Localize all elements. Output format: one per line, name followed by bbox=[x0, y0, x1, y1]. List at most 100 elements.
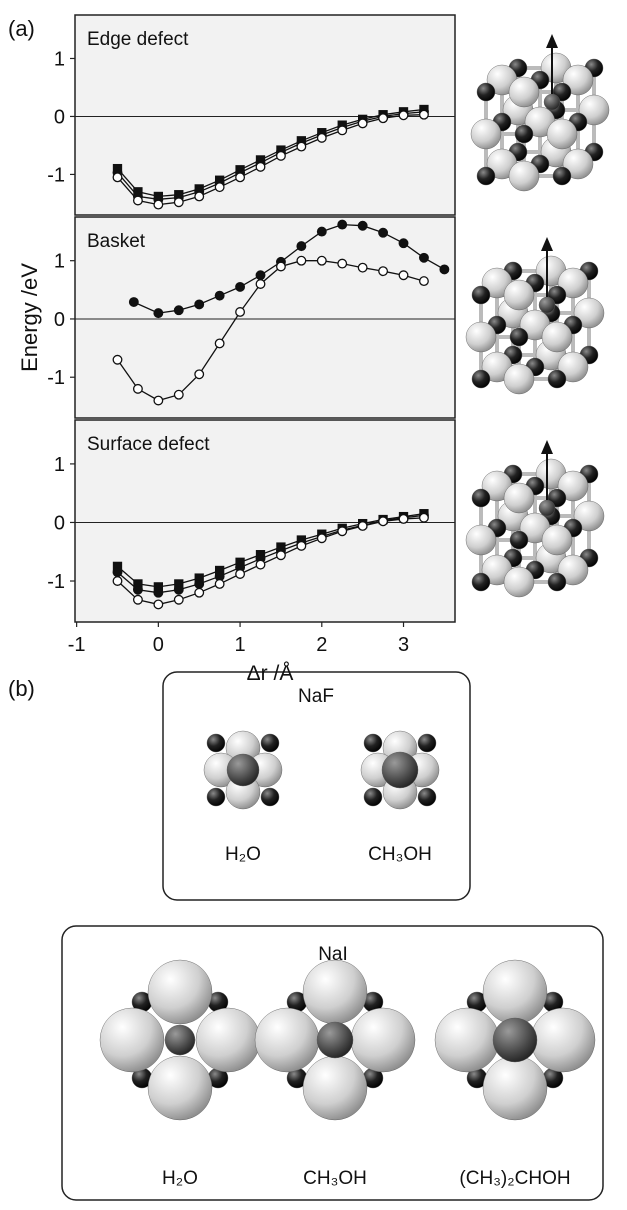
atom bbox=[546, 118, 578, 150]
atom bbox=[302, 959, 368, 1025]
atom bbox=[417, 733, 437, 753]
marker bbox=[255, 559, 266, 570]
marker bbox=[418, 276, 429, 287]
x-tick-label: 1 bbox=[235, 634, 246, 656]
marker bbox=[132, 195, 143, 206]
marker bbox=[357, 118, 368, 129]
marker bbox=[316, 132, 327, 143]
molecule bbox=[492, 1017, 538, 1063]
y-tick-label: 0 bbox=[54, 309, 65, 331]
atom bbox=[465, 321, 497, 353]
nai-box bbox=[61, 925, 604, 1201]
series-line bbox=[117, 517, 424, 606]
marker bbox=[439, 264, 450, 275]
series-line bbox=[117, 114, 424, 206]
marker bbox=[194, 191, 205, 202]
panel-title: Surface defect bbox=[87, 434, 210, 455]
marker bbox=[337, 219, 348, 230]
marker bbox=[255, 161, 266, 172]
atom bbox=[99, 1007, 165, 1073]
marker bbox=[173, 389, 184, 400]
atom bbox=[471, 488, 491, 508]
molecule-label: CH₃OH bbox=[368, 844, 432, 865]
marker bbox=[194, 587, 205, 598]
atom bbox=[541, 321, 573, 353]
atom bbox=[471, 285, 491, 305]
naf-box bbox=[162, 671, 471, 901]
marker bbox=[173, 305, 184, 316]
adsorbate bbox=[538, 499, 556, 517]
marker bbox=[398, 238, 409, 249]
marker bbox=[378, 113, 389, 124]
atom bbox=[476, 166, 496, 186]
marker bbox=[398, 514, 409, 524]
marker bbox=[214, 182, 225, 193]
adsorbate bbox=[543, 93, 561, 111]
molecule-label: CH₃OH bbox=[303, 1168, 367, 1189]
marker bbox=[153, 587, 164, 598]
atom bbox=[503, 566, 535, 598]
marker bbox=[296, 255, 307, 266]
x-axis-label: Δr /Å bbox=[247, 662, 294, 685]
atom bbox=[573, 297, 605, 329]
molecule bbox=[316, 1021, 354, 1059]
marker bbox=[112, 576, 123, 586]
atom bbox=[503, 363, 535, 395]
atom bbox=[147, 959, 213, 1025]
marker bbox=[418, 109, 429, 120]
series-line bbox=[117, 513, 424, 588]
panel-label: (b) bbox=[8, 676, 35, 701]
atom bbox=[552, 166, 572, 186]
atom bbox=[363, 787, 383, 807]
atom bbox=[530, 1007, 596, 1073]
marker bbox=[316, 255, 327, 266]
marker bbox=[398, 110, 409, 121]
marker bbox=[255, 270, 266, 281]
y-tick-label: 0 bbox=[54, 512, 65, 534]
marker bbox=[398, 270, 409, 281]
marker bbox=[153, 308, 164, 319]
atom bbox=[471, 572, 491, 592]
box-title: NaF bbox=[298, 686, 334, 707]
marker bbox=[194, 299, 205, 310]
marker bbox=[337, 258, 348, 269]
marker bbox=[194, 578, 205, 589]
y-tick-label: 1 bbox=[54, 454, 65, 476]
atom bbox=[417, 787, 437, 807]
marker bbox=[112, 172, 123, 183]
marker bbox=[173, 197, 184, 208]
marker bbox=[235, 281, 246, 292]
atom bbox=[260, 787, 280, 807]
y-axis-label: Energy /eV bbox=[17, 263, 42, 372]
series-line bbox=[117, 108, 424, 198]
atom bbox=[195, 1007, 261, 1073]
molecule-label: (CH₃)₂CHOH bbox=[459, 1168, 570, 1189]
atom bbox=[541, 524, 573, 556]
marker bbox=[378, 516, 389, 527]
atom bbox=[465, 524, 497, 556]
atom bbox=[509, 530, 529, 550]
marker bbox=[235, 569, 246, 579]
marker bbox=[235, 307, 246, 317]
series-line bbox=[133, 223, 445, 314]
atom bbox=[503, 482, 535, 514]
atom bbox=[434, 1007, 500, 1073]
marker bbox=[296, 141, 307, 152]
marker bbox=[112, 567, 123, 578]
atom bbox=[509, 327, 529, 347]
atom bbox=[482, 1055, 548, 1121]
marker bbox=[275, 150, 286, 161]
x-tick-label: -1 bbox=[68, 634, 86, 656]
atom bbox=[508, 76, 540, 108]
atom bbox=[578, 94, 610, 126]
atom bbox=[562, 64, 594, 96]
marker bbox=[296, 540, 307, 551]
series-line bbox=[117, 111, 424, 200]
atom bbox=[471, 369, 491, 389]
marker bbox=[153, 599, 164, 610]
adsorbate bbox=[538, 296, 556, 314]
atom bbox=[254, 1007, 320, 1073]
marker bbox=[316, 533, 327, 544]
atom bbox=[547, 572, 567, 592]
